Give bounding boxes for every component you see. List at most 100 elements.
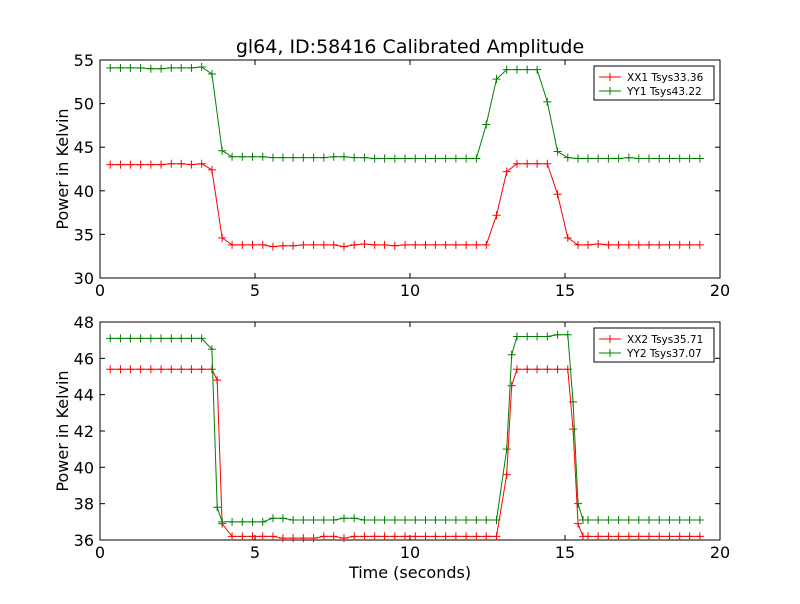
legend: XX2 Tsys35.71 YY2 Tsys37.07	[593, 327, 715, 363]
data-point-marker	[207, 345, 216, 354]
data-point-marker	[187, 160, 196, 169]
data-point-marker	[136, 365, 145, 374]
data-point-marker	[329, 152, 338, 161]
data-point-marker	[319, 516, 328, 525]
data-point-marker	[685, 240, 694, 249]
series-xx2	[106, 365, 704, 543]
data-point-marker	[187, 334, 196, 343]
legend-label: YY2 Tsys37.07	[626, 348, 702, 360]
data-point-marker	[197, 334, 206, 343]
data-point-marker	[512, 365, 521, 374]
data-point-marker	[126, 160, 135, 169]
data-point-marker	[502, 470, 511, 479]
data-point-marker	[197, 62, 206, 71]
data-point-marker	[594, 532, 603, 541]
y-tick-label: 48	[74, 313, 94, 332]
data-point-marker	[370, 516, 379, 525]
data-point-marker	[390, 154, 399, 163]
series-line	[110, 368, 700, 539]
data-point-marker	[126, 63, 135, 72]
data-point-marker	[177, 63, 186, 72]
data-point-marker	[685, 516, 694, 525]
subplot-1: 0 5 10 15 20 30 35 40 45 50 55 Power in Kelvin XX1 T…	[53, 51, 730, 300]
data-point-marker	[339, 514, 348, 523]
data-point-marker	[523, 365, 532, 374]
y-tick-label: 36	[74, 531, 94, 550]
data-point-marker	[339, 242, 348, 251]
data-point-marker	[207, 165, 216, 174]
data-point-marker	[289, 153, 298, 162]
data-point-marker	[238, 240, 247, 249]
data-point-marker	[339, 152, 348, 161]
data-point-marker	[218, 146, 227, 155]
data-point-marker	[523, 332, 532, 341]
data-point-marker	[614, 240, 623, 249]
data-point-marker	[614, 516, 623, 525]
data-point-marker	[523, 65, 532, 74]
data-point-marker	[675, 154, 684, 163]
y-tick-label: 35	[74, 225, 94, 244]
legend-marker	[606, 335, 614, 343]
data-point-marker	[268, 514, 277, 523]
x-tick-label: 15	[555, 281, 575, 300]
data-point-marker	[197, 159, 206, 168]
data-point-marker	[136, 160, 145, 169]
data-point-marker	[136, 334, 145, 343]
data-point-marker	[258, 517, 267, 526]
data-point-marker	[146, 160, 155, 169]
data-point-marker	[207, 365, 216, 374]
data-point-marker	[421, 516, 430, 525]
data-point-marker	[319, 240, 328, 249]
data-point-marker	[390, 516, 399, 525]
data-point-marker	[309, 240, 318, 249]
data-point-marker	[583, 516, 592, 525]
data-point-marker	[695, 154, 704, 163]
data-point-marker	[462, 154, 471, 163]
data-point-marker	[309, 516, 318, 525]
data-point-marker	[248, 532, 257, 541]
data-point-marker	[482, 532, 491, 541]
y-tick-label: 38	[74, 495, 94, 514]
data-point-marker	[146, 334, 155, 343]
data-point-marker	[167, 63, 176, 72]
data-point-marker	[380, 516, 389, 525]
data-point-marker	[482, 120, 491, 129]
subplot-2: 0 5 10 15 20 36 38 40 42 44 46 48 Power in Kelvin Tim…	[53, 313, 730, 582]
y-tick-label: 44	[74, 386, 94, 405]
data-point-marker	[583, 532, 592, 541]
data-point-marker	[574, 499, 583, 508]
data-point-marker	[507, 381, 516, 390]
data-point-marker	[289, 516, 298, 525]
data-point-marker	[543, 332, 552, 341]
y-tick-label: 42	[74, 422, 94, 441]
data-point-marker	[645, 516, 654, 525]
data-point-marker	[665, 532, 674, 541]
data-point-marker	[248, 152, 257, 161]
data-point-marker	[370, 154, 379, 163]
legend-box	[593, 65, 715, 101]
data-point-marker	[258, 532, 267, 541]
data-point-marker	[645, 240, 654, 249]
data-point-marker	[553, 147, 562, 156]
data-point-marker	[665, 240, 674, 249]
legend-label: XX1 Tsys33.36	[627, 72, 704, 84]
data-point-marker	[472, 516, 481, 525]
data-point-marker	[685, 154, 694, 163]
data-point-marker	[624, 240, 633, 249]
data-point-marker	[472, 240, 481, 249]
data-point-marker	[157, 365, 166, 374]
x-tick-label: 10	[400, 543, 420, 562]
data-point-marker	[695, 532, 704, 541]
data-point-marker	[360, 239, 369, 248]
data-point-marker	[258, 152, 267, 161]
data-point-marker	[451, 154, 460, 163]
data-point-marker	[563, 153, 572, 162]
data-point-marker	[339, 534, 348, 543]
x-tick-label: 10	[400, 281, 420, 300]
data-point-marker	[655, 516, 664, 525]
data-point-marker	[492, 516, 501, 525]
data-point-marker	[553, 190, 562, 199]
data-point-marker	[665, 154, 674, 163]
data-point-marker	[238, 517, 247, 526]
